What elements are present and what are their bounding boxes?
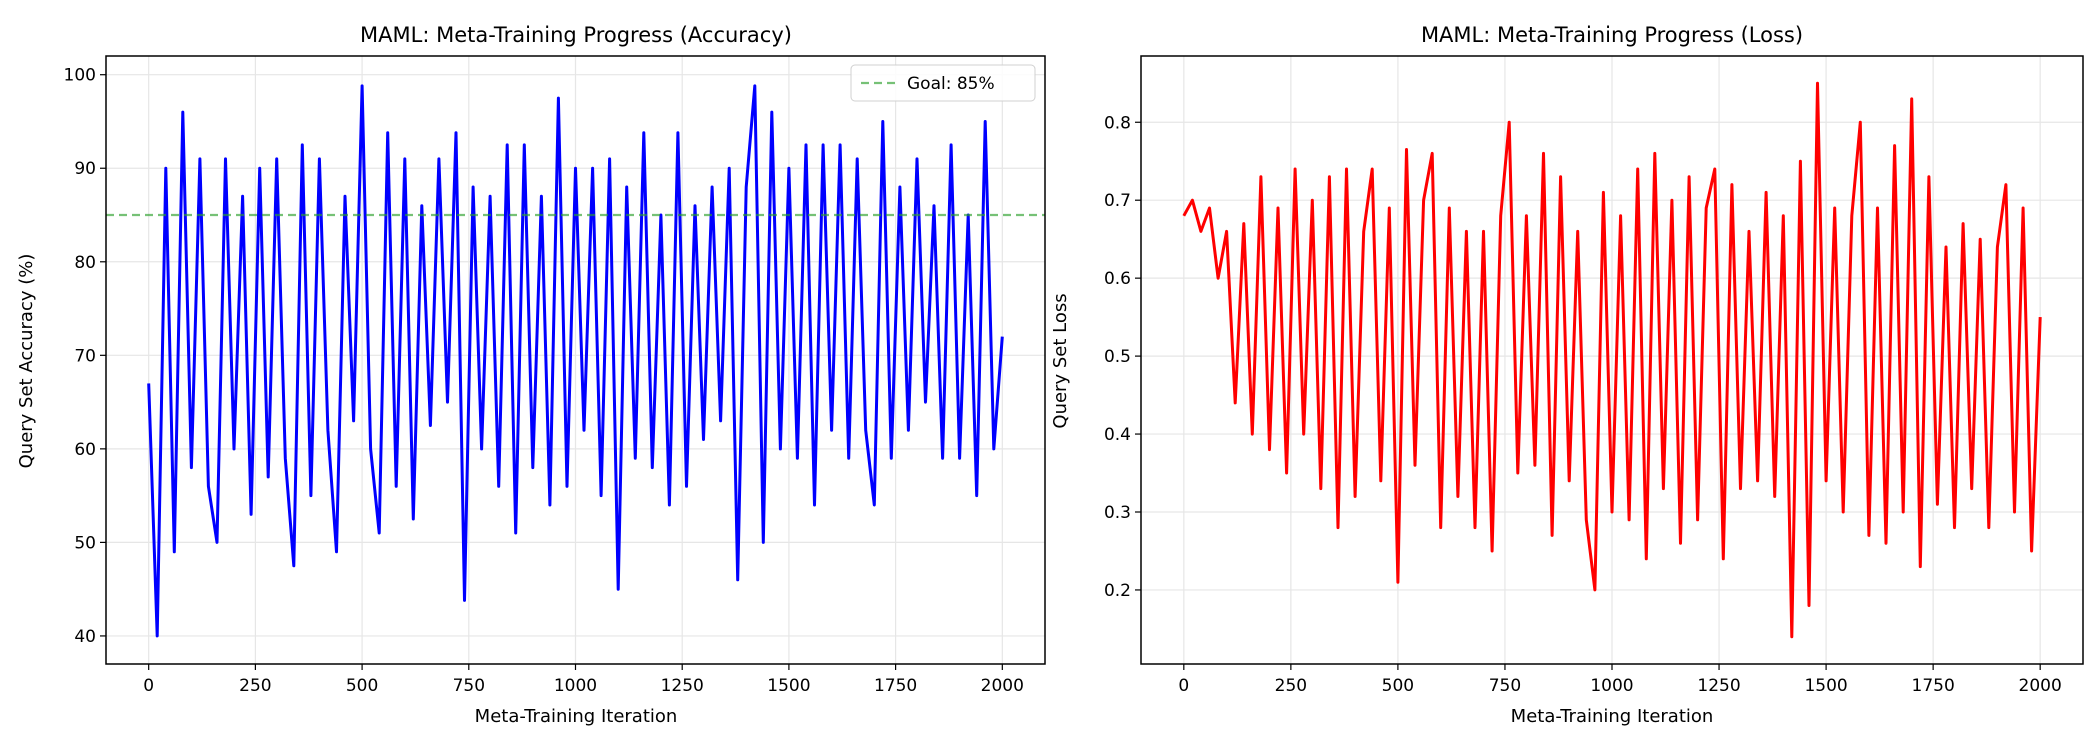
accuracy-y-tick-label: 70	[74, 346, 96, 366]
loss-x-tick-label: 1500	[1804, 676, 1847, 696]
accuracy-subplot: MAML: Meta-Training Progress (Accuracy) …	[16, 23, 1046, 727]
loss-x-axis-label: Meta-Training Iteration	[1511, 706, 1714, 727]
accuracy-y-axis-label: Query Set Accuracy (%)	[16, 254, 37, 469]
accuracy-chart-title: MAML: Meta-Training Progress (Accuracy)	[360, 23, 792, 47]
accuracy-y-tick-label: 40	[74, 627, 96, 647]
accuracy-y-tick-label: 100	[64, 66, 96, 86]
accuracy-x-tick-label: 250	[239, 676, 271, 696]
loss-y-tick-label: 0.8	[1104, 113, 1131, 133]
loss-y-tick-label: 0.6	[1104, 269, 1131, 289]
accuracy-x-tick-label: 1000	[554, 676, 597, 696]
loss-x-tick-label: 2000	[2019, 676, 2062, 696]
loss-y-tick-label: 0.2	[1104, 581, 1131, 601]
accuracy-x-tick-label: 1500	[767, 676, 810, 696]
accuracy-y-tick-label: 50	[74, 533, 96, 553]
loss-x-tick-label: 500	[1382, 676, 1414, 696]
accuracy-axes-frame	[105, 55, 1046, 665]
accuracy-series-line	[147, 84, 1004, 638]
loss-x-tick-label: 1750	[1912, 676, 1955, 696]
loss-y-axis-label: Query Set Loss	[1050, 293, 1071, 428]
accuracy-x-tick-label: 500	[346, 676, 378, 696]
loss-x-tick-label: 750	[1489, 676, 1521, 696]
accuracy-x-tick-label: 1250	[661, 676, 704, 696]
loss-x-tick-label: 1250	[1697, 676, 1740, 696]
loss-y-tick-label: 0.5	[1104, 347, 1131, 367]
legend-label: Goal: 85%	[907, 74, 995, 94]
accuracy-x-tick-label: 750	[453, 676, 485, 696]
loss-x-tick-label: 0	[1178, 676, 1189, 696]
loss-series-line	[1182, 81, 2042, 639]
accuracy-x-axis-label: Meta-Training Iteration	[475, 706, 678, 727]
legend: Goal: 85%	[850, 64, 1036, 102]
legend-box	[850, 64, 1036, 102]
accuracy-y-tick-label: 90	[74, 159, 96, 179]
loss-x-tick-label: 250	[1275, 676, 1307, 696]
accuracy-x-tick-label: 1750	[874, 676, 917, 696]
loss-x-tick-label: 1000	[1590, 676, 1633, 696]
accuracy-x-tick-label: 0	[143, 676, 154, 696]
accuracy-x-tick-label: 2000	[981, 676, 1024, 696]
loss-axes-frame	[1140, 55, 2084, 665]
accuracy-y-tick-label: 60	[74, 440, 96, 460]
loss-y-tick-label: 0.3	[1104, 503, 1131, 523]
loss-y-tick-label: 0.4	[1104, 425, 1131, 445]
accuracy-y-tick-label: 80	[74, 253, 96, 273]
loss-subplot: MAML: Meta-Training Progress (Loss) Meta…	[1050, 23, 2084, 727]
loss-chart-title: MAML: Meta-Training Progress (Loss)	[1421, 23, 1803, 47]
loss-y-tick-label: 0.7	[1104, 191, 1131, 211]
